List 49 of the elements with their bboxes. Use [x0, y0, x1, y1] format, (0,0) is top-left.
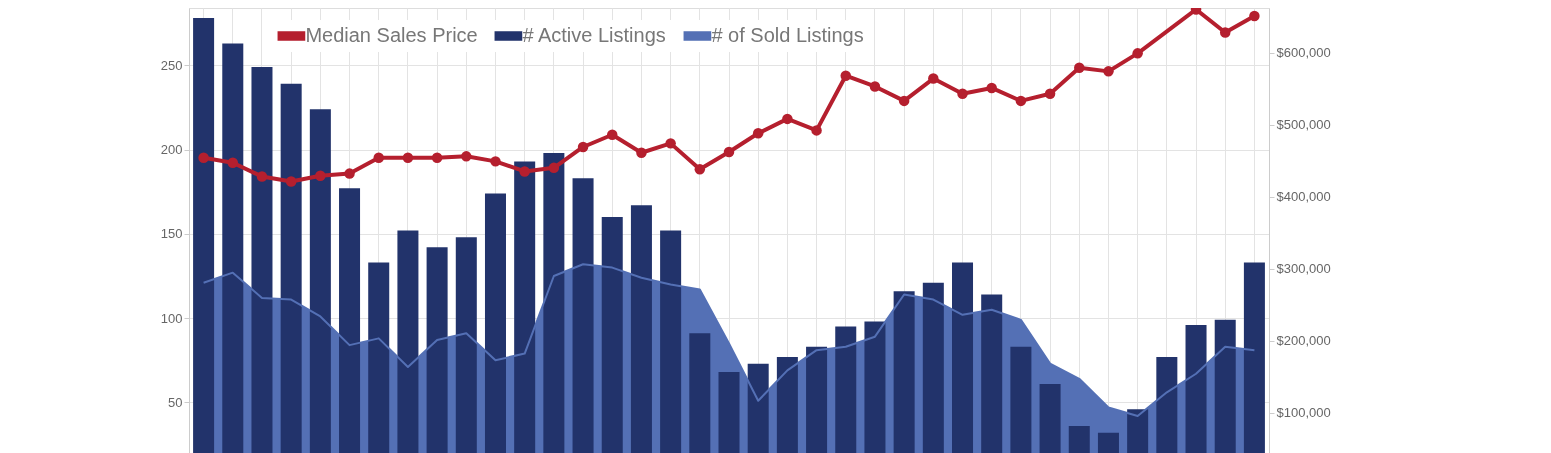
point: [490, 156, 501, 167]
point: [694, 164, 706, 175]
legend-label: Median Sales Price: [305, 24, 478, 46]
point: [577, 141, 589, 153]
legend-label: # Active Listings: [522, 24, 666, 46]
point: [869, 81, 881, 92]
point: [519, 166, 530, 177]
point: [1103, 66, 1114, 77]
point: [957, 88, 968, 99]
y-tick-label: 100: [160, 310, 183, 326]
y2-tick-label: $400,000: [1276, 189, 1331, 205]
point: [752, 128, 764, 139]
point: [898, 95, 910, 107]
point: [548, 162, 560, 174]
point: [198, 152, 209, 164]
point: [256, 171, 268, 182]
y-tick-label: 250: [160, 57, 183, 73]
point: [607, 129, 618, 140]
point: [402, 152, 414, 164]
point: [723, 146, 735, 158]
y2-tick-label: $300,000: [1276, 261, 1331, 277]
point: [1219, 27, 1231, 38]
point: [636, 147, 647, 158]
point: [461, 151, 472, 162]
legend-label: # of Sold Listings: [711, 24, 864, 46]
point: [315, 170, 326, 182]
y2-tick-label: $500,000: [1276, 117, 1331, 133]
y2-tick-label: $200,000: [1276, 333, 1331, 349]
point: [782, 113, 793, 125]
point: [1249, 10, 1260, 22]
point: [1074, 62, 1085, 73]
point: [665, 138, 676, 149]
point: [431, 152, 443, 164]
point: [811, 125, 822, 136]
point: [986, 82, 997, 94]
point: [373, 152, 384, 164]
y-tick-label: 200: [160, 142, 183, 158]
point: [227, 157, 239, 169]
y-tick-label: 150: [160, 226, 183, 242]
y2-tick-label: $600,000: [1276, 45, 1331, 61]
point: [1132, 48, 1143, 59]
point: [1044, 88, 1056, 99]
point: [840, 70, 851, 81]
point: [1015, 95, 1027, 107]
y2-tick-label: $100,000: [1276, 405, 1331, 421]
point: [928, 73, 939, 84]
point: [344, 168, 355, 179]
y-tick-label: 50: [168, 394, 183, 410]
point: [285, 176, 297, 187]
